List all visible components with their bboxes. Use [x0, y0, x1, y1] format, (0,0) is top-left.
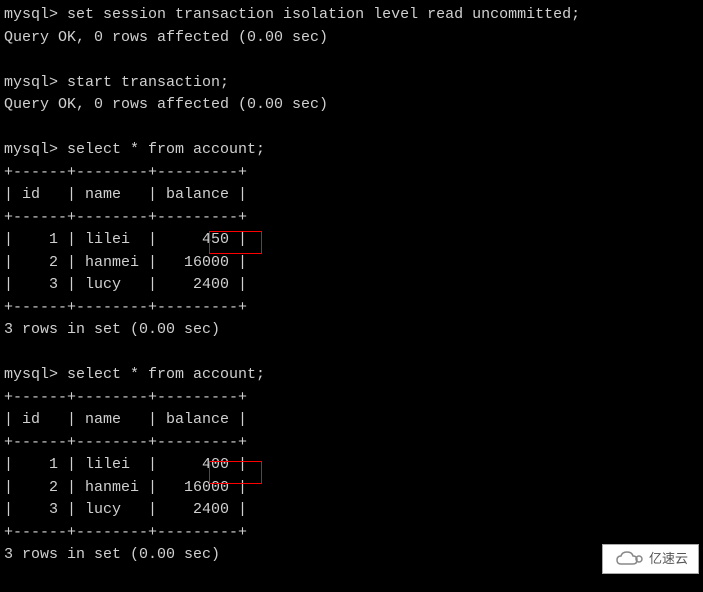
command-text: select * from account;	[67, 141, 265, 158]
table-header: | id | name | balance |	[4, 409, 699, 432]
table-border: +------+--------+---------+	[4, 432, 699, 455]
result-line: Query OK, 0 rows affected (0.00 sec)	[4, 94, 699, 117]
prompt: mysql>	[4, 141, 67, 158]
cmd-line-1: mysql> set session transaction isolation…	[4, 4, 699, 27]
command-text: set session transaction isolation level …	[67, 6, 580, 23]
cmd-line-4: mysql> select * from account;	[4, 364, 699, 387]
rows-in-set: 3 rows in set (0.00 sec)	[4, 544, 699, 567]
prompt: mysql>	[4, 74, 67, 91]
blank-line	[4, 49, 699, 72]
watermark-badge: 亿速云	[602, 544, 699, 574]
table-row: | 2 | hanmei | 16000 |	[4, 252, 699, 275]
prompt: mysql>	[4, 366, 67, 383]
prompt: mysql>	[4, 6, 67, 23]
cmd-line-2: mysql> start transaction;	[4, 72, 699, 95]
table-row: | 3 | lucy | 2400 |	[4, 499, 699, 522]
table-row: | 3 | lucy | 2400 |	[4, 274, 699, 297]
table-border: +------+--------+---------+	[4, 297, 699, 320]
table-row: | 2 | hanmei | 16000 |	[4, 477, 699, 500]
table-row: | 1 | lilei | 400 |	[4, 454, 699, 477]
command-text: select * from account;	[67, 366, 265, 383]
table-header: | id | name | balance |	[4, 184, 699, 207]
command-text: start transaction;	[67, 74, 229, 91]
watermark-text: 亿速云	[649, 549, 688, 569]
cloud-icon	[613, 549, 645, 569]
cmd-line-3: mysql> select * from account;	[4, 139, 699, 162]
table-border: +------+--------+---------+	[4, 387, 699, 410]
table-border: +------+--------+---------+	[4, 162, 699, 185]
table-border: +------+--------+---------+	[4, 207, 699, 230]
rows-in-set: 3 rows in set (0.00 sec)	[4, 319, 699, 342]
blank-line	[4, 342, 699, 365]
table-border: +------+--------+---------+	[4, 522, 699, 545]
result-line: Query OK, 0 rows affected (0.00 sec)	[4, 27, 699, 50]
blank-line	[4, 117, 699, 140]
table-row: | 1 | lilei | 450 |	[4, 229, 699, 252]
